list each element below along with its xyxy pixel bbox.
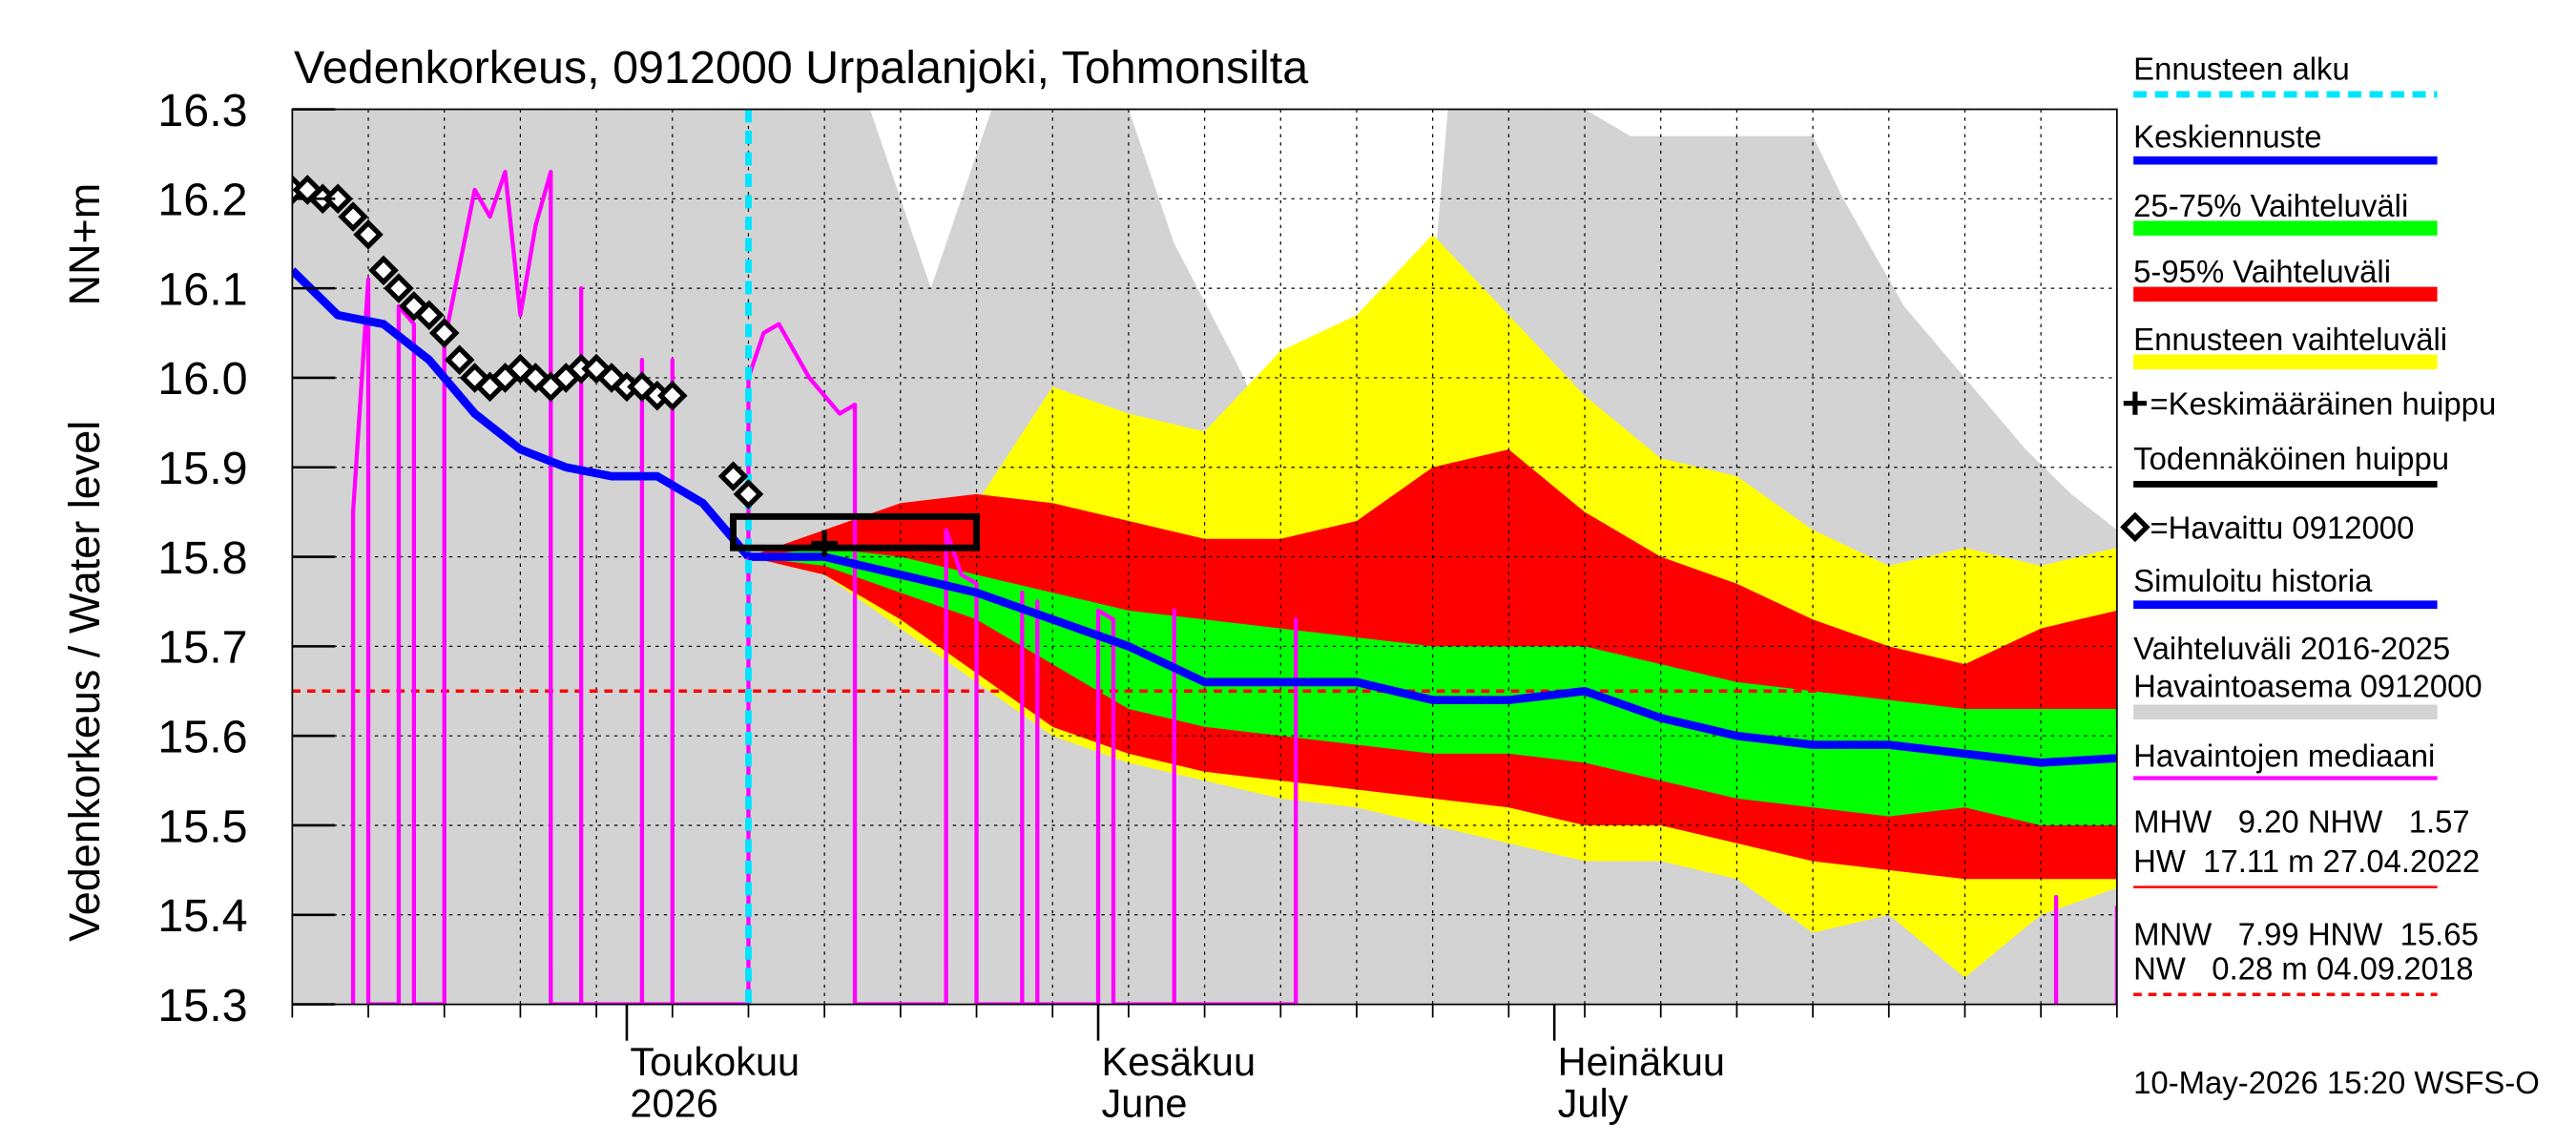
peak-box (730, 512, 980, 552)
y-tick-label: 15.4 (157, 890, 247, 942)
y-tick-label: 16.2 (157, 175, 247, 226)
stats-text: MHW 9.20 NHW 1.57 (2133, 804, 2470, 840)
y-axis-label: Vedenkorkeus / Water level (60, 421, 109, 942)
x-tick-label: June (1101, 1080, 1187, 1125)
legend-label: =Keskimääräinen huippu (2150, 386, 2496, 422)
legend-label: Ennusteen vaihteluväli (2133, 322, 2447, 357)
axes: 15.3 15.4 15.5 15.6 15.7 15.8 15.9 16.0 16.1 16.2… (157, 85, 2118, 1125)
legend-label: Keskiennuste (2133, 118, 2321, 154)
legend-label: 25-75% Vaihteluväli (2133, 188, 2408, 223)
chart-title: Vedenkorkeus, 0912000 Urpalanjoki, Tohmo… (294, 42, 1308, 94)
observed-point (353, 219, 384, 250)
y-tick-label: 15.5 (157, 801, 247, 852)
observed-point (368, 255, 399, 286)
legend-swatch (2120, 511, 2150, 543)
x-tick-label: Heinäkuu (1558, 1039, 1725, 1084)
y-tick-label: 15.6 (157, 711, 247, 762)
series-line (748, 552, 2117, 767)
y-tick-label: 15.7 (157, 622, 247, 674)
series-line (292, 267, 752, 560)
observed-point (428, 318, 460, 348)
y-tick-label: 15.8 (157, 532, 247, 584)
legend-swatch (2123, 391, 2147, 415)
legend-label: Vaihteluväli 2016-2025 (2133, 631, 2450, 666)
x-tick-label: 2026 (630, 1080, 717, 1125)
x-tick-label: July (1558, 1080, 1629, 1125)
legend-label: Havaintojen mediaani (2133, 738, 2435, 773)
y-axis-unit: NN+m (60, 183, 109, 306)
observed-point (413, 300, 445, 331)
observed-point (444, 344, 475, 375)
legend-label: Todennäköinen huippu (2133, 441, 2449, 476)
stats-text: MNW 7.99 HNW 15.65 (2133, 916, 2479, 951)
observed-point (733, 479, 764, 510)
observed-point (656, 380, 688, 411)
observed-point (338, 201, 368, 232)
y-tick-label: 16.1 (157, 263, 247, 315)
x-tick-label: Kesäkuu (1101, 1039, 1256, 1084)
y-tick-label: 16.0 (157, 353, 247, 405)
y-tick-label: 15.9 (157, 443, 247, 494)
observed-point (581, 353, 612, 385)
legend-label: Ennusteen alku (2133, 51, 2350, 86)
legend: Ennusteen alku Keskiennuste 25-75% Vaihtel… (2120, 51, 2496, 996)
legend-label: Havaintoasema 0912000 (2133, 669, 2483, 704)
legend-label: Simuloitu historia (2133, 563, 2373, 598)
stats-text: NW 0.28 m 04.09.2018 (2133, 951, 2473, 987)
y-tick-label: 16.3 (157, 85, 247, 136)
x-tick-label: Toukokuu (630, 1039, 800, 1084)
legend-label: =Havaittu 0912000 (2150, 510, 2414, 546)
band (748, 548, 2117, 825)
mean-peak (811, 530, 839, 557)
footer: 10-May-2026 15:20 WSFS-O (2133, 1065, 2540, 1100)
stats-text: HW 17.11 m 27.04.2022 (2133, 843, 2480, 879)
observed-point (399, 291, 429, 322)
y-tick-label: 15.3 (157, 980, 247, 1031)
observed-point (627, 371, 657, 403)
observed-point (717, 461, 749, 491)
legend-label: 5-95% Vaihteluväli (2133, 254, 2391, 289)
plot-area (292, 109, 2117, 1005)
observed-point (384, 273, 414, 303)
observed-point (322, 183, 353, 215)
